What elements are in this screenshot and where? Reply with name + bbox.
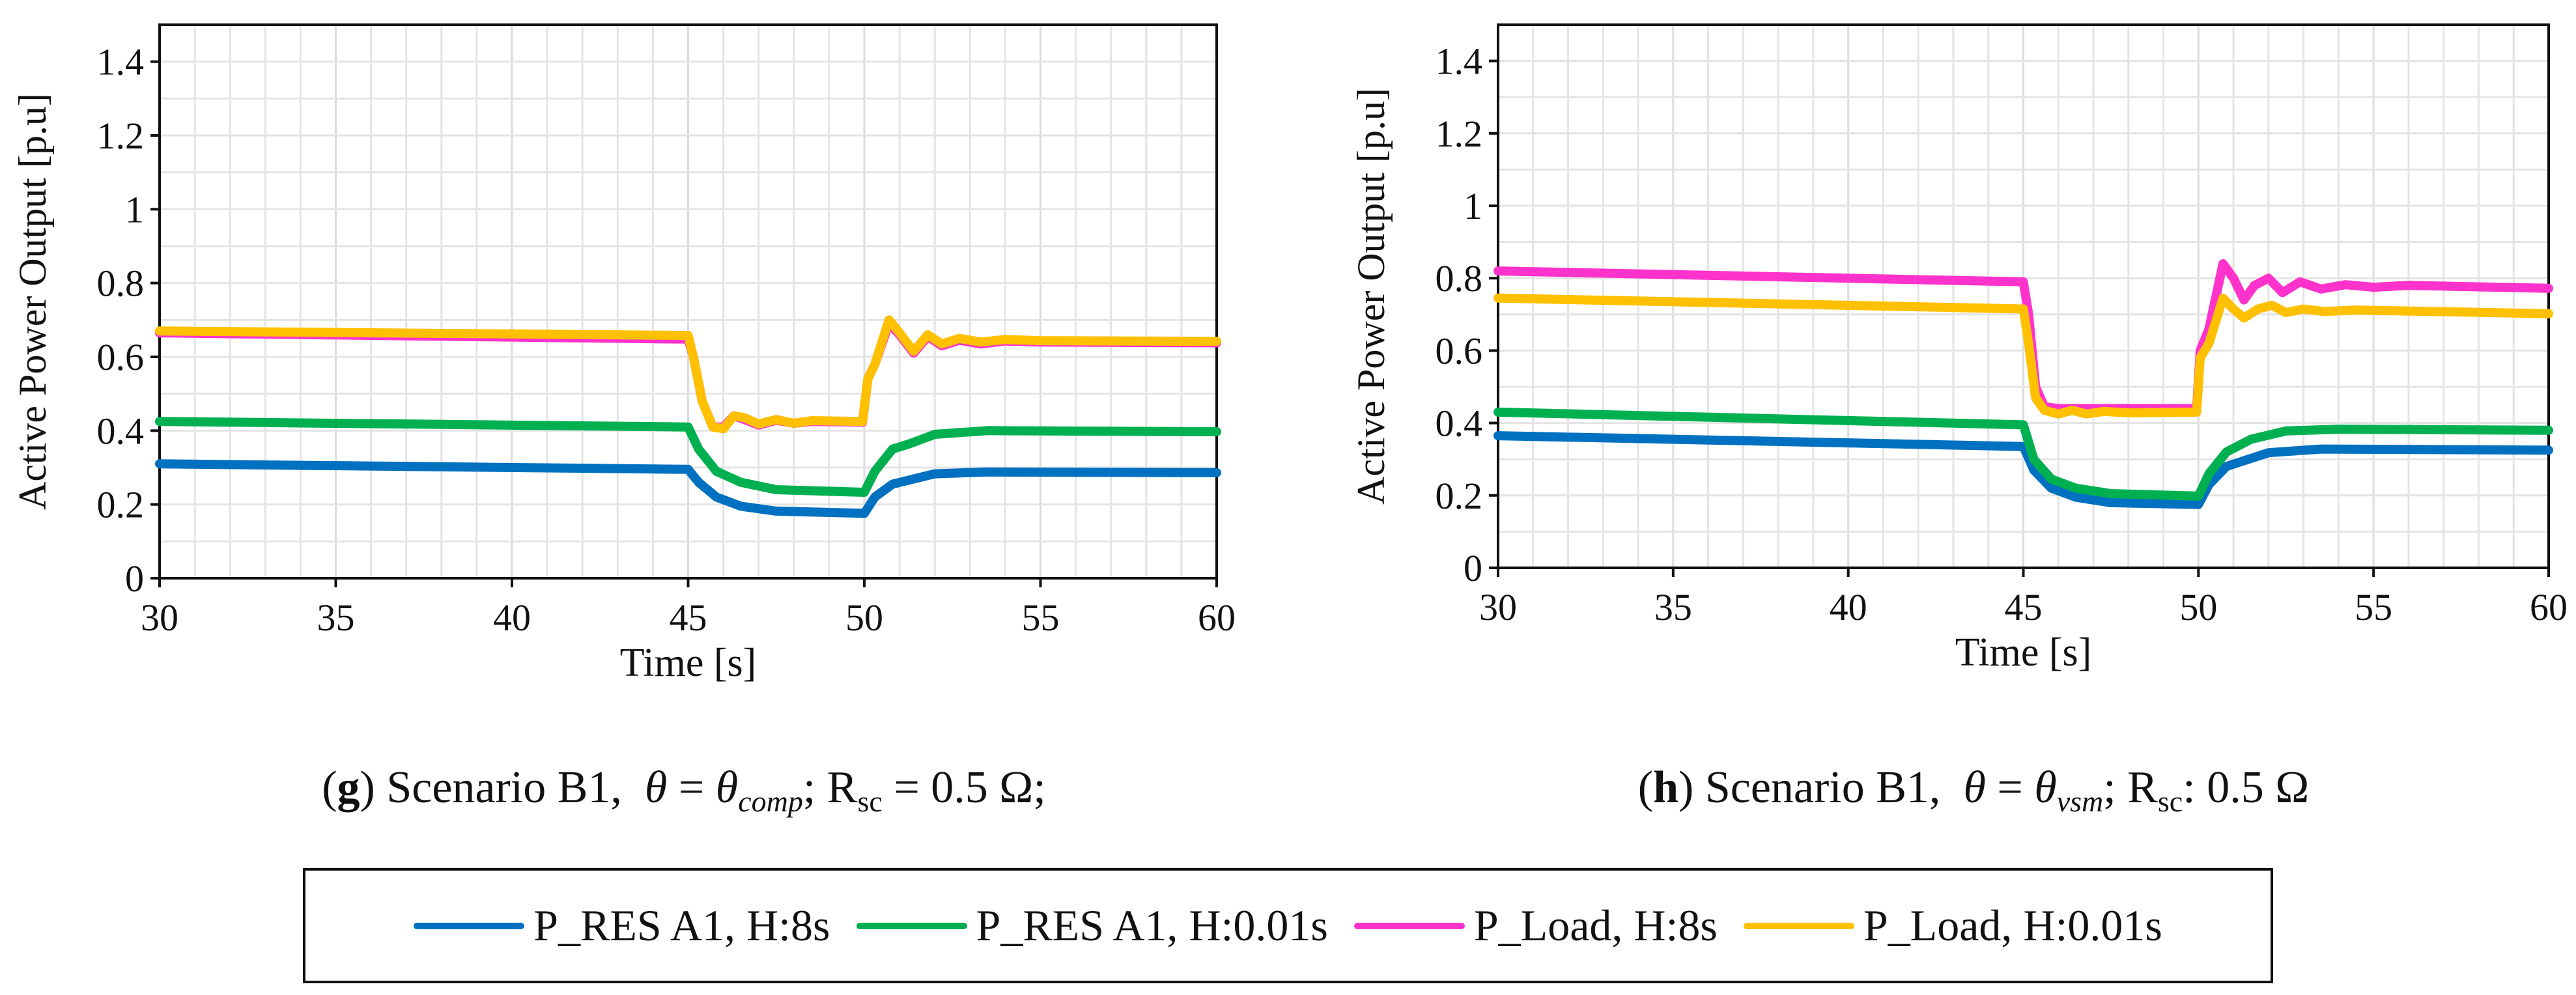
caption-h-sep: ; — [2103, 763, 2116, 813]
legend-swatch-load-h8 — [1353, 922, 1465, 929]
caption-g-theta: θ — [644, 763, 668, 813]
y-tick-label: 0 — [1464, 547, 1482, 589]
caption-g-comp-sub: comp — [738, 785, 803, 818]
caption-h-theta-vsm: θ — [2034, 763, 2057, 813]
x-tick-label: 35 — [1654, 586, 1692, 628]
legend-swatch-res-h001 — [856, 922, 967, 929]
x-tick-label: 50 — [2179, 586, 2217, 628]
x-tick-label: 60 — [1198, 596, 1236, 639]
caption-g-theta-comp: θ — [715, 763, 739, 813]
x-axis-label: Time [s] — [1955, 630, 2092, 675]
caption-h-text: Scenario B1, — [1705, 763, 1941, 813]
y-axis-label: Active Power Output [p.u] — [11, 93, 54, 510]
y-tick-label: 1 — [1464, 185, 1482, 227]
caption-h-letter: h — [1653, 763, 1679, 813]
x-tick-label: 40 — [1830, 586, 1867, 628]
caption-g-sep: ; — [802, 763, 816, 813]
series-line-3 — [155, 315, 1221, 434]
caption-g-r: R — [827, 763, 858, 813]
legend-label-res-h8: P_RES A1, H:8s — [533, 901, 830, 950]
caption-g-text: Scenario B1, — [386, 763, 622, 813]
y-tick-label: 1.2 — [1436, 113, 1483, 155]
caption-h-r-sub: sc — [2157, 785, 2183, 818]
legend-item-res-h001: P_RES A1, H:0.01s — [856, 900, 1328, 951]
legend-item-load-h8: P_Load, H:8s — [1353, 900, 1718, 951]
caption-g-r-sub: sc — [857, 785, 883, 818]
series-line-0 — [1493, 431, 2553, 509]
caption-h-r-rel: : — [2183, 763, 2196, 813]
caption-g-letter: g — [337, 763, 360, 813]
series-line-3 — [1493, 293, 2553, 419]
chart-h: 30 35 40 45 50 55 60 0 0.2 0.4 0.6 0.8 1 1.2 1.4 Time [… — [1350, 23, 2568, 675]
y-tick-label: 0.4 — [97, 410, 145, 452]
y-tick-label: 1.2 — [97, 115, 145, 157]
legend-swatch-load-h001 — [1743, 922, 1854, 929]
legend-label-res-h001: P_RES A1, H:0.01s — [976, 901, 1328, 950]
legend: P_RES A1, H:8s P_RES A1, H:0.01s P_Load,… — [303, 868, 2273, 983]
caption-g-r-rel: = — [894, 763, 920, 813]
y-tick-label: 0.2 — [97, 484, 145, 526]
y-tick-label: 1 — [125, 188, 144, 231]
caption-h-r: R — [2127, 763, 2158, 813]
y-tick-label: 0.4 — [1436, 402, 1483, 445]
y-tick-label: 0.6 — [1436, 329, 1483, 372]
y-tick-label: 0.8 — [97, 262, 145, 305]
x-tick-label: 45 — [670, 596, 707, 639]
chart-g: 30 35 40 45 50 55 60 0 0.2 0.4 0.6 0.8 1 1.2 1.4 Time [… — [11, 23, 1236, 685]
series-line-1 — [155, 417, 1221, 497]
caption-g: (g) Scenario B1, θ = θcomp; Rsc = 0.5 Ω; — [322, 763, 1046, 818]
x-tick-label: 40 — [493, 596, 531, 639]
y-tick-label: 0.2 — [1436, 475, 1483, 517]
caption-h: (h) Scenario B1, θ = θvsm; Rsc: 0.5 Ω — [1637, 763, 2310, 818]
y-tick-label: 0.6 — [97, 336, 145, 378]
legend-item-res-h8: P_RES A1, H:8s — [414, 900, 830, 951]
legend-swatch-res-h8 — [414, 922, 525, 929]
caption-g-r-val: 0.5 Ω; — [931, 763, 1046, 813]
series-line-0 — [155, 459, 1221, 518]
y-tick-label: 1.4 — [97, 41, 145, 83]
caption-g-eq: = — [678, 763, 705, 813]
caption-h-eq: = — [1997, 763, 2023, 813]
y-axis-label: Active Power Output [p.u] — [1350, 88, 1393, 505]
y-tick-label: 0.8 — [1436, 257, 1483, 300]
y-tick-label: 0 — [125, 557, 144, 600]
x-tick-label: 60 — [2530, 586, 2568, 628]
x-tick-label: 55 — [1022, 596, 1060, 639]
x-axis-label: Time [s] — [620, 641, 757, 685]
legend-item-load-h001: P_Load, H:0.01s — [1743, 900, 2162, 951]
caption-h-theta: θ — [1963, 763, 1986, 813]
caption-h-vsm-sub: vsm — [2056, 785, 2104, 818]
legend-label-load-h8: P_Load, H:8s — [1473, 901, 1718, 950]
x-tick-label: 30 — [141, 596, 178, 639]
x-tick-label: 30 — [1479, 586, 1517, 628]
x-tick-label: 50 — [845, 596, 883, 639]
caption-h-r-val: 0.5 Ω — [2207, 763, 2310, 813]
x-tick-label: 55 — [2355, 586, 2392, 628]
y-tick-label: 1.4 — [1436, 40, 1483, 83]
x-tick-label: 45 — [2005, 586, 2043, 628]
series-line-1 — [1493, 407, 2553, 501]
legend-label-load-h001: P_Load, H:0.01s — [1863, 901, 2162, 950]
x-tick-label: 35 — [317, 596, 355, 639]
